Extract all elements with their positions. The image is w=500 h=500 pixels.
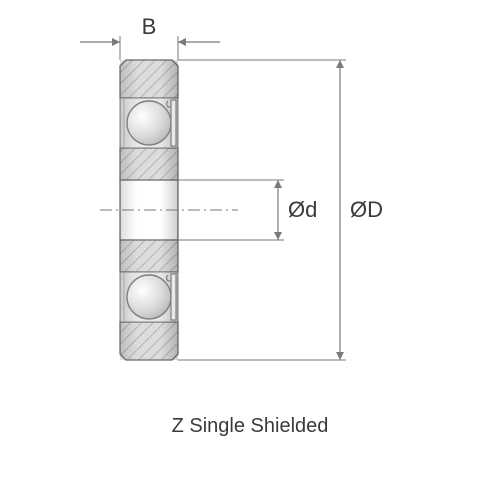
ball xyxy=(127,275,171,319)
caption: Z Single Shielded xyxy=(0,415,500,438)
diagram-canvas: B Ød ØD Z Single Shielded xyxy=(0,0,500,500)
ball xyxy=(127,101,171,145)
outer-race-top xyxy=(120,60,178,98)
shield-plate xyxy=(171,274,176,320)
shield-plate xyxy=(171,100,176,146)
outer-race-bottom xyxy=(120,322,178,360)
label-B: B xyxy=(142,14,157,39)
label-d: Ød xyxy=(288,197,317,222)
inner-race-top xyxy=(120,148,178,180)
label-D: ØD xyxy=(350,197,383,222)
inner-race-bottom xyxy=(120,240,178,272)
